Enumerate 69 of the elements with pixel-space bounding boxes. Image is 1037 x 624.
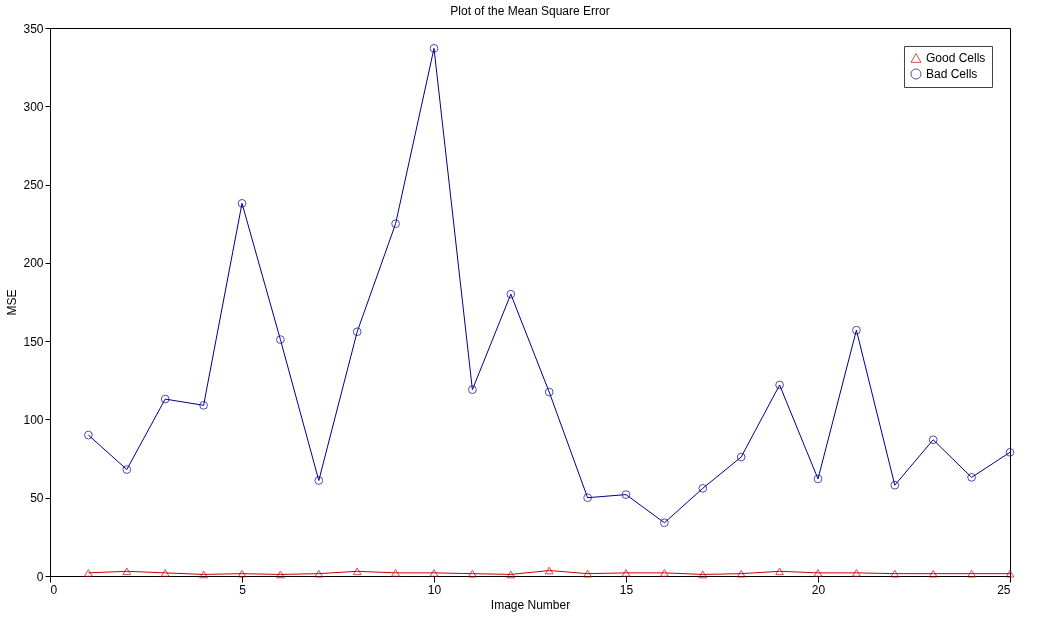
x-axis-title: Image Number [490,597,571,612]
point [314,476,324,485]
point [813,474,823,484]
x-tick-label: 10 [427,582,442,597]
point [84,430,93,440]
point [391,569,400,577]
point [967,472,976,482]
point [391,219,400,229]
point [352,327,362,337]
point [967,569,976,578]
point [928,569,938,578]
point [199,570,208,579]
point [276,335,285,344]
point [583,569,592,578]
legend-label: Good Cells [926,51,986,65]
point [621,569,631,577]
point [1005,569,1015,578]
y-tick-label: 100 [23,412,44,427]
point [660,518,669,528]
point [852,325,861,335]
y-tick-label: 200 [23,256,44,271]
point [890,569,900,578]
point [468,569,477,578]
point [468,385,477,395]
point [698,570,708,579]
point [122,567,132,576]
y-tick-label: 50 [30,491,44,506]
point [813,569,823,577]
y-tick-label: 0 [36,569,44,584]
point [660,569,669,577]
y-tick-label: 250 [23,178,44,193]
point [583,493,592,503]
point [506,570,516,579]
point [160,394,170,404]
y-axis-title: MSE [5,289,20,316]
point [429,569,439,577]
x-tick-label: 20 [811,582,826,597]
x-tick-label: 0 [50,582,58,597]
point [1005,447,1015,457]
point [928,435,938,445]
point [84,569,93,577]
point [237,198,247,208]
x-tick-label: 5 [239,582,247,597]
y-tick-label: 300 [23,99,44,114]
point [544,387,554,397]
point [698,483,708,493]
x-tick-label: 25 [997,582,1011,597]
point [544,566,554,575]
legend-label: Bad Cells [926,67,978,81]
point [852,569,861,577]
point [160,569,170,577]
point [122,465,132,474]
point [429,43,439,53]
point [352,567,362,576]
point [775,567,784,576]
chart-title: Plot of the Mean Square Error [450,4,610,18]
point [890,480,900,490]
point [237,569,247,578]
y-tick-label: 350 [23,21,44,36]
x-tick-label: 15 [619,582,634,597]
point [775,380,784,390]
point [736,569,746,578]
point [621,490,631,499]
point [736,452,746,462]
point [199,400,208,410]
point [314,569,324,578]
point [506,289,516,299]
y-tick-label: 150 [23,334,44,349]
point [276,570,285,579]
